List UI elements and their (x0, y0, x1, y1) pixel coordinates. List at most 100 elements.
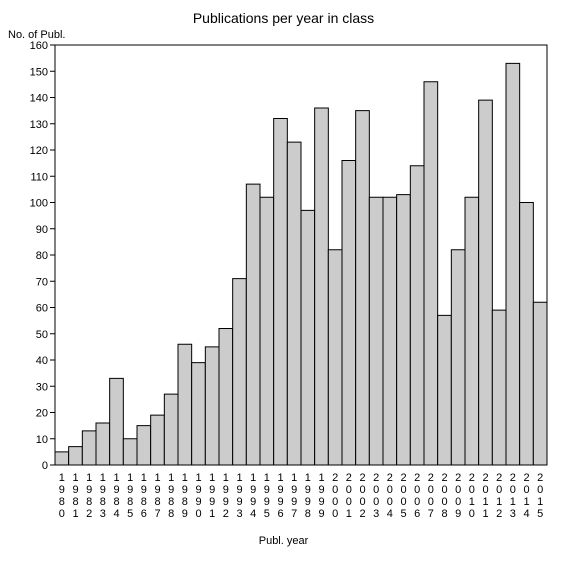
x-axis-label: Publ. year (0, 535, 567, 547)
x-tick-label-char: 0 (428, 496, 434, 508)
x-tick-label-char: 0 (373, 484, 379, 496)
x-tick-label-char: 9 (264, 496, 270, 508)
x-tick-label-char: 1 (113, 472, 119, 484)
x-tick-label-char: 2 (332, 472, 338, 484)
bar (397, 195, 411, 465)
x-tick-label-char: 1 (250, 472, 256, 484)
x-tick-label-char: 2 (496, 472, 502, 484)
x-tick-label-char: 9 (305, 484, 311, 496)
bar (151, 415, 165, 465)
bar (301, 210, 315, 465)
x-tick-label-char: 5 (400, 508, 406, 520)
x-tick-label-char: 9 (182, 508, 188, 520)
bar (274, 119, 288, 466)
x-tick-label-char: 9 (209, 496, 215, 508)
x-tick-label-char: 9 (127, 484, 133, 496)
x-tick-label-char: 9 (209, 484, 215, 496)
bar (246, 184, 260, 465)
x-tick-label-char: 1 (72, 472, 78, 484)
x-tick-label-char: 0 (373, 496, 379, 508)
x-tick-label-char: 9 (291, 496, 297, 508)
x-tick-label-char: 9 (318, 508, 324, 520)
x-tick-label-char: 9 (141, 484, 147, 496)
bar (164, 394, 178, 465)
x-tick-label-char: 2 (414, 472, 420, 484)
bar (110, 378, 124, 465)
bar (82, 431, 96, 465)
x-tick-label-char: 2 (428, 472, 434, 484)
x-tick-label-char: 0 (387, 496, 393, 508)
x-tick-label-char: 0 (455, 496, 461, 508)
x-tick-label-char: 8 (86, 496, 92, 508)
bar (369, 197, 383, 465)
x-tick-label-char: 1 (141, 472, 147, 484)
bar (205, 347, 219, 465)
x-tick-label-char: 6 (414, 508, 420, 520)
bar (123, 439, 137, 465)
x-tick-label-char: 9 (195, 484, 201, 496)
y-tick-label: 30 (36, 381, 48, 393)
x-tick-label-char: 9 (154, 484, 160, 496)
x-tick-label-char: 0 (469, 508, 475, 520)
x-tick-label-char: 1 (482, 496, 488, 508)
bar (533, 302, 547, 465)
x-tick-label-char: 9 (72, 484, 78, 496)
x-tick-label-char: 0 (428, 484, 434, 496)
x-tick-label-char: 1 (154, 472, 160, 484)
chart-title: Publications per year in class (0, 10, 567, 26)
x-tick-label-char: 1 (209, 508, 215, 520)
x-tick-label-char: 2 (496, 508, 502, 520)
bar (479, 100, 493, 465)
x-tick-label-char: 1 (318, 472, 324, 484)
y-tick-label: 10 (36, 434, 48, 446)
x-tick-label-char: 3 (373, 508, 379, 520)
x-tick-label-char: 5 (264, 508, 270, 520)
x-tick-label-char: 2 (523, 472, 529, 484)
x-tick-label-char: 5 (537, 508, 543, 520)
bar (96, 423, 110, 465)
x-tick-label-char: 7 (428, 508, 434, 520)
x-tick-label-char: 3 (236, 508, 242, 520)
x-tick-label-char: 9 (168, 484, 174, 496)
bar (260, 197, 274, 465)
bar (424, 82, 438, 465)
x-tick-label-char: 1 (482, 508, 488, 520)
x-tick-label-char: 1 (277, 472, 283, 484)
x-tick-label-char: 0 (455, 484, 461, 496)
x-tick-label-char: 1 (100, 472, 106, 484)
x-tick-label-char: 0 (195, 508, 201, 520)
bar (233, 279, 247, 465)
x-tick-label-char: 8 (182, 496, 188, 508)
chart-svg: 0102030405060708090100110120130140150160… (0, 0, 567, 567)
bar (451, 250, 465, 465)
x-tick-label-char: 9 (277, 496, 283, 508)
x-tick-label-char: 1 (469, 496, 475, 508)
x-tick-label-char: 1 (168, 472, 174, 484)
x-tick-label-char: 6 (277, 508, 283, 520)
x-tick-label-char: 2 (359, 508, 365, 520)
x-tick-label-char: 0 (346, 496, 352, 508)
x-tick-label-char: 1 (86, 472, 92, 484)
x-tick-label-char: 9 (277, 484, 283, 496)
x-tick-label-char: 9 (318, 496, 324, 508)
bar (342, 161, 356, 466)
x-tick-label-char: 5 (127, 508, 133, 520)
x-tick-label-char: 9 (86, 484, 92, 496)
x-tick-label-char: 2 (373, 472, 379, 484)
x-tick-label-char: 1 (523, 496, 529, 508)
y-tick-label: 120 (30, 145, 48, 157)
x-tick-label-char: 1 (72, 508, 78, 520)
x-tick-label-char: 7 (154, 508, 160, 520)
x-tick-label-char: 8 (141, 496, 147, 508)
y-tick-label: 110 (30, 171, 48, 183)
y-tick-label: 90 (36, 224, 48, 236)
bar (356, 111, 370, 465)
x-tick-label-char: 4 (250, 508, 256, 520)
x-tick-label-char: 2 (400, 472, 406, 484)
bar (137, 426, 151, 465)
bar (506, 63, 520, 465)
x-tick-label-char: 0 (332, 496, 338, 508)
x-tick-label-char: 0 (523, 484, 529, 496)
x-tick-label-char: 8 (72, 496, 78, 508)
x-tick-label-char: 0 (441, 484, 447, 496)
